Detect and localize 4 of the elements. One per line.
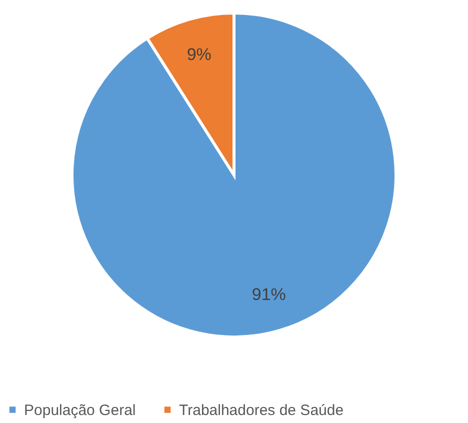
data-label: 91%: [252, 285, 286, 304]
legend-label: Trabalhadores de Saúde: [179, 402, 344, 419]
legend-label: População Geral: [24, 402, 136, 419]
data-label: 9%: [186, 44, 212, 64]
